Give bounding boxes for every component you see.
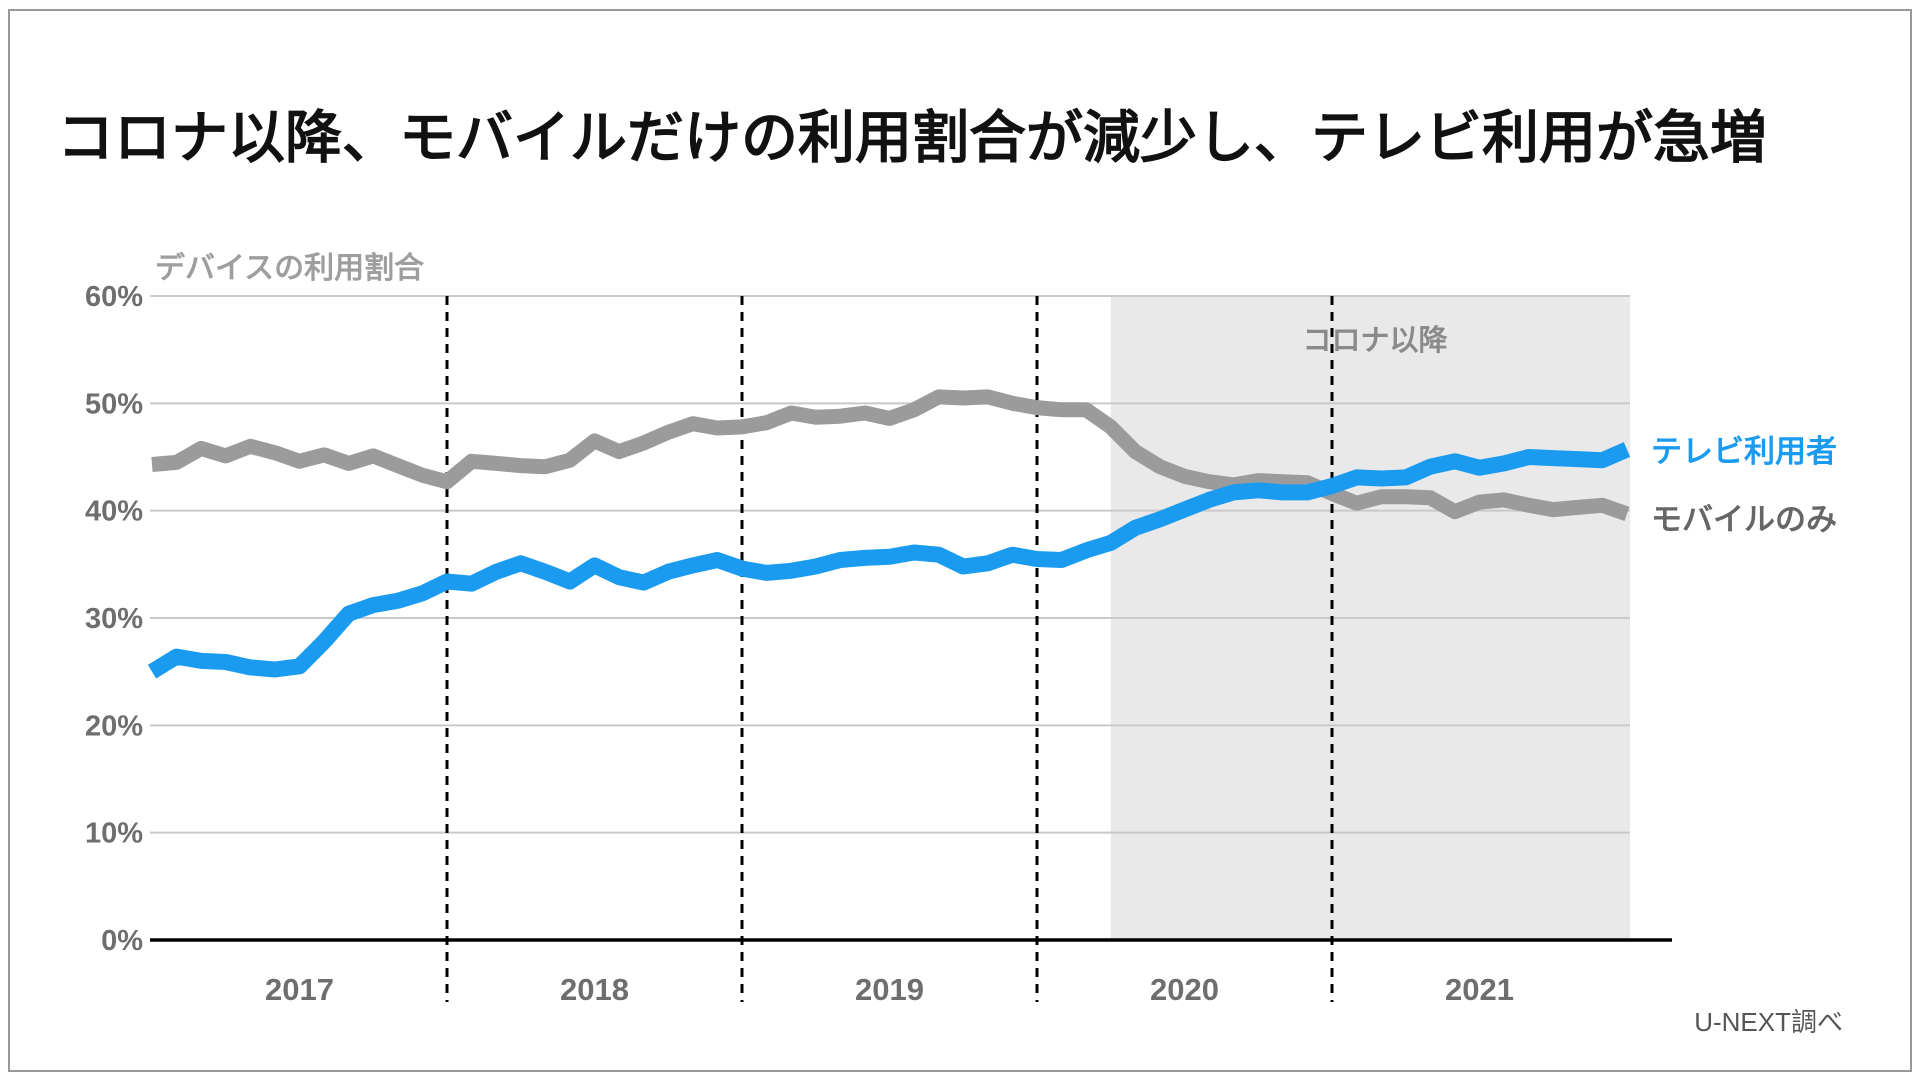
covid-period-label: コロナ以降: [1302, 324, 1448, 357]
y-tick-label-20%: 20%: [85, 710, 143, 742]
x-tick-label-2021: 2021: [1445, 972, 1514, 1007]
page-title: コロナ以降、モバイルだけの利用割合が減少し、テレビ利用が急増: [57, 106, 1767, 170]
x-tick-label-2018: 2018: [560, 972, 629, 1007]
x-tick-label-2017: 2017: [265, 972, 334, 1007]
y-tick-label-30%: 30%: [85, 603, 143, 635]
source-label: U-NEXT調べ: [1694, 1007, 1843, 1037]
legend-mobile-only: モバイルのみ: [1651, 502, 1837, 537]
x-tick-label-2020: 2020: [1150, 972, 1219, 1007]
plot-area: 0% 10% 20% 30% 40% 50% 60% 2017 2018 2019 2020 2021: [85, 281, 1672, 1007]
y-tick-label-0%: 0%: [101, 925, 143, 957]
chart-subtitle: デバイスの利用割合: [155, 251, 424, 285]
y-tick-label-60%: 60%: [85, 281, 143, 313]
x-tick-label-2019: 2019: [855, 972, 924, 1007]
y-tick-label-40%: 40%: [85, 496, 143, 528]
legend-tv-users: テレビ利用者: [1651, 434, 1837, 469]
y-tick-label-10%: 10%: [85, 818, 143, 850]
y-tick-label-50%: 50%: [85, 388, 143, 420]
tv-users-line: [147, 442, 1631, 679]
mobile-only-line: [151, 389, 1630, 521]
